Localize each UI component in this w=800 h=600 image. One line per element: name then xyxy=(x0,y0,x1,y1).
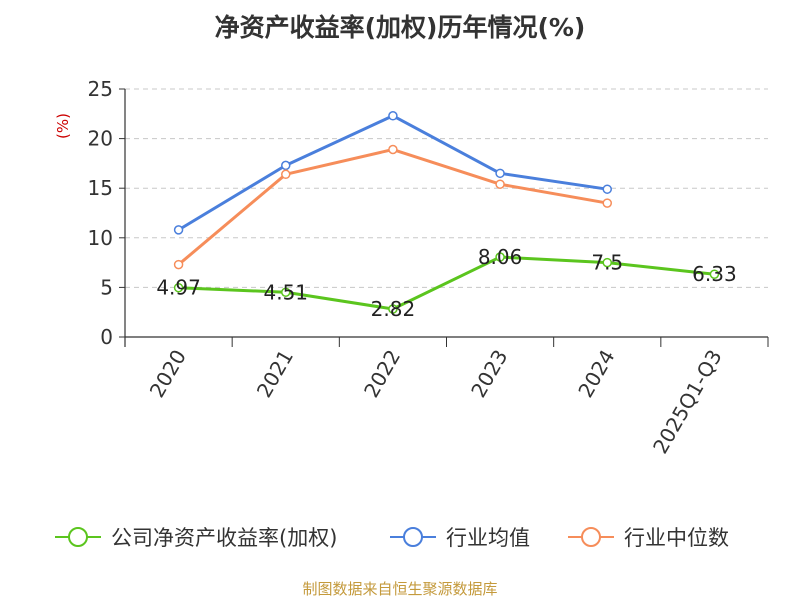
legend-label: 公司净资产收益率(加权) xyxy=(111,526,337,550)
y-axis-label: (%) xyxy=(54,113,72,139)
legend-item-0[interactable]: 公司净资产收益率(加权) xyxy=(55,526,337,550)
x-tick-label-2022: 2022 xyxy=(359,346,405,402)
data-point-1-0 xyxy=(173,225,184,235)
x-tick-label-2021: 2021 xyxy=(252,346,298,402)
data-point-0-2 xyxy=(388,304,398,314)
legend-item-2[interactable]: 行业中位数 xyxy=(568,526,729,550)
legend[interactable]: 公司净资产收益率(加权) 行业均值 行业中位数 xyxy=(55,526,729,550)
series-line-1 xyxy=(177,114,608,232)
x-tick-label-2024: 2024 xyxy=(573,346,619,402)
data-point-0-4 xyxy=(602,257,612,268)
data-point-1-1 xyxy=(281,160,291,171)
legend-marker-icon xyxy=(403,527,423,547)
legend-label: 行业中位数 xyxy=(624,526,729,550)
data-point-0-1 xyxy=(281,287,291,298)
data-label-5: 6.33 xyxy=(692,262,737,286)
x-tick-label-2020: 2020 xyxy=(145,346,191,402)
data-point-1-4 xyxy=(602,184,612,194)
data-point-2-3 xyxy=(495,179,505,189)
data-point-0-5 xyxy=(709,269,720,279)
legend-item-1[interactable]: 行业均值 xyxy=(390,526,530,550)
data-point-1-2 xyxy=(388,111,398,121)
data-point-0-0 xyxy=(173,282,184,293)
data-point-2-4 xyxy=(602,198,612,208)
series-line-0 xyxy=(178,255,715,311)
x-tick-label-2025Q1-Q3: 2025Q1-Q3 xyxy=(648,346,727,458)
data-label-3: 8.06 xyxy=(478,245,523,269)
legend-label: 行业均值 xyxy=(446,526,530,550)
data-point-1-3 xyxy=(495,168,505,179)
legend-marker-icon xyxy=(68,527,88,547)
data-point-0-3 xyxy=(495,252,505,262)
grid-lines xyxy=(125,88,768,288)
data-point-2-2 xyxy=(388,144,398,155)
data-point-2-1 xyxy=(281,169,291,180)
legend-marker-icon xyxy=(581,527,601,547)
series-line-2 xyxy=(177,148,608,266)
data-labels: 4.97 4.51 2.82 8.06 7.5 6.33 xyxy=(156,245,736,321)
x-tick-label-2023: 2023 xyxy=(466,346,512,402)
y-tick-label-5: 5 xyxy=(100,275,113,299)
y-tick-label-10: 10 xyxy=(88,226,113,250)
data-label-0: 4.97 xyxy=(156,276,201,300)
y-tick-label-25: 25 xyxy=(88,77,113,101)
chart-title: 净资产收益率(加权)历年情况(%) xyxy=(214,13,586,42)
y-tick-label-15: 15 xyxy=(88,176,113,200)
data-point-2-0 xyxy=(173,259,184,270)
data-label-4: 7.5 xyxy=(591,251,623,275)
data-label-1: 4.51 xyxy=(263,280,308,304)
series-lines xyxy=(173,111,720,314)
data-label-2: 2.82 xyxy=(371,297,416,321)
source-note: 制图数据来自恒生聚源数据库 xyxy=(302,580,498,598)
y-tick-label-0: 0 xyxy=(100,325,113,349)
y-tick-label-20: 20 xyxy=(88,127,113,151)
